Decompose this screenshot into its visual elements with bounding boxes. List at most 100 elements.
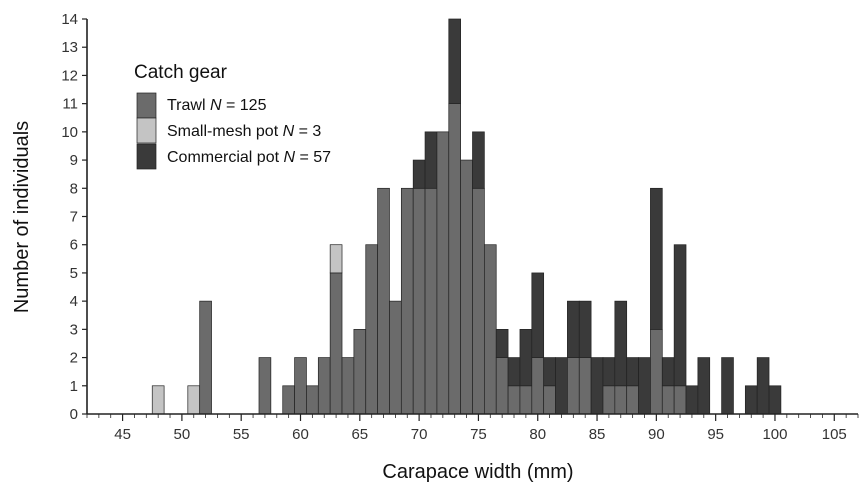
x-tick-label-100: 100 [762,426,787,443]
x-tick-label-45: 45 [114,426,131,443]
x-axis-title: Carapace width (mm) [382,461,573,483]
x-tick-label-105: 105 [822,426,847,443]
y-tick-label-8: 8 [70,180,78,197]
bar-trawl-62 [317,357,331,415]
bar-trawl-87 [614,385,628,415]
bar-commercial_pot-93 [685,385,699,415]
bar-commercial_pot-91 [661,357,675,387]
bar-trawl-69 [400,187,414,415]
bar-trawl-60 [294,357,307,415]
legend-swatch-trawl [136,92,157,119]
legend-label-trawl: Trawl N = 125 [167,97,267,114]
bar-trawl-77 [495,357,509,415]
legend-swatch-commercial-pot [136,143,157,170]
bar-trawl-72 [436,131,450,415]
y-tick-label-14: 14 [61,11,78,28]
bars-layer [151,18,782,415]
y-tick-label-1: 1 [70,378,78,395]
bar-trawl-65 [353,329,367,415]
x-tick-label-90: 90 [648,426,665,443]
bar-trawl-76 [484,244,497,415]
y-tick-label-2: 2 [70,350,78,367]
y-tick-label-13: 13 [61,39,78,56]
y-tick-label-12: 12 [61,67,78,84]
bar-trawl-66 [365,244,378,415]
bar-commercial_pot-98 [744,385,758,415]
y-tick-label-0: 0 [70,406,78,423]
x-tick-label-70: 70 [411,426,428,443]
bar-commercial_pot-90 [650,187,663,330]
legend: Catch gear Trawl N = 125 Small-mesh pot … [134,62,331,170]
x-tick-label-85: 85 [589,426,606,443]
bar-commercial_pot-96 [721,357,734,415]
bar-commercial_pot-71 [424,131,438,189]
x-tick-label-75: 75 [470,426,487,443]
bar-commercial_pot-75 [472,131,485,189]
bar-trawl-88 [626,385,639,415]
bar-trawl-91 [661,385,675,415]
bar-commercial_pot-77 [495,329,509,358]
legend-title: Catch gear [134,62,228,83]
bar-trawl-59 [282,385,295,415]
bar-commercial_pot-84 [578,300,592,358]
bar-trawl-71 [424,187,438,415]
y-tick-label-10: 10 [61,124,78,141]
bar-commercial_pot-87 [614,300,628,387]
bar-commercial_pot-86 [602,357,616,387]
legend-label-commercial-pot: Commercial pot N = 57 [167,149,331,166]
bar-commercial_pot-100 [768,385,782,415]
y-tick-label-4: 4 [70,293,78,310]
legend-label-small-mesh-pot: Small-mesh pot N = 3 [167,123,321,140]
bar-commercial_pot-80 [531,272,545,358]
bar-trawl-52 [199,300,212,415]
bar-trawl-64 [341,357,355,415]
bar-trawl-90 [650,329,663,415]
bar-trawl-92 [673,385,687,415]
y-tick-label-3: 3 [70,321,78,338]
bar-trawl-86 [602,385,616,415]
bar-trawl-70 [412,187,426,415]
x-tick-label-95: 95 [707,426,724,443]
bar-commercial_pot-85 [590,357,604,415]
bar-commercial_pot-94 [697,357,711,415]
bar-commercial_pot-92 [673,244,687,387]
bar-commercial_pot-82 [555,357,568,415]
y-tick-label-6: 6 [70,237,78,254]
x-tick-label-80: 80 [529,426,546,443]
bar-trawl-73 [448,103,461,415]
x-tick-label-55: 55 [233,426,250,443]
y-tick-label-11: 11 [62,96,78,113]
bar-trawl-63 [329,272,343,415]
y-tick-label-5: 5 [70,265,78,282]
bar-commercial_pot-73 [448,18,461,104]
bar-trawl-61 [306,385,319,415]
y-tick-label-7: 7 [70,209,78,226]
bar-commercial_pot-79 [519,329,533,387]
bar-trawl-67 [377,187,390,415]
bar-small_mesh_pot-48 [151,385,165,415]
bar-trawl-68 [389,300,402,415]
bar-commercial_pot-70 [412,159,426,189]
x-tick-label-50: 50 [174,426,191,443]
x-tick-label-65: 65 [351,426,368,443]
bar-small_mesh_pot-63 [329,244,343,274]
bar-commercial_pot-89 [638,357,651,415]
bar-commercial_pot-78 [507,357,521,387]
bar-trawl-81 [543,385,556,415]
bar-trawl-75 [472,187,485,415]
bar-trawl-78 [507,385,521,415]
y-tick-label-9: 9 [70,152,78,169]
bar-trawl-74 [460,159,473,415]
bar-trawl-57 [258,357,272,415]
bar-commercial_pot-81 [543,357,556,387]
bar-trawl-83 [567,357,580,415]
bar-small_mesh_pot-51 [187,385,201,415]
bar-trawl-84 [578,357,592,415]
bar-commercial_pot-83 [567,300,580,358]
bar-commercial_pot-88 [626,357,639,387]
legend-swatch-small-mesh-pot [136,117,157,144]
bar-commercial_pot-99 [756,357,770,415]
x-tick-label-60: 60 [292,426,309,443]
